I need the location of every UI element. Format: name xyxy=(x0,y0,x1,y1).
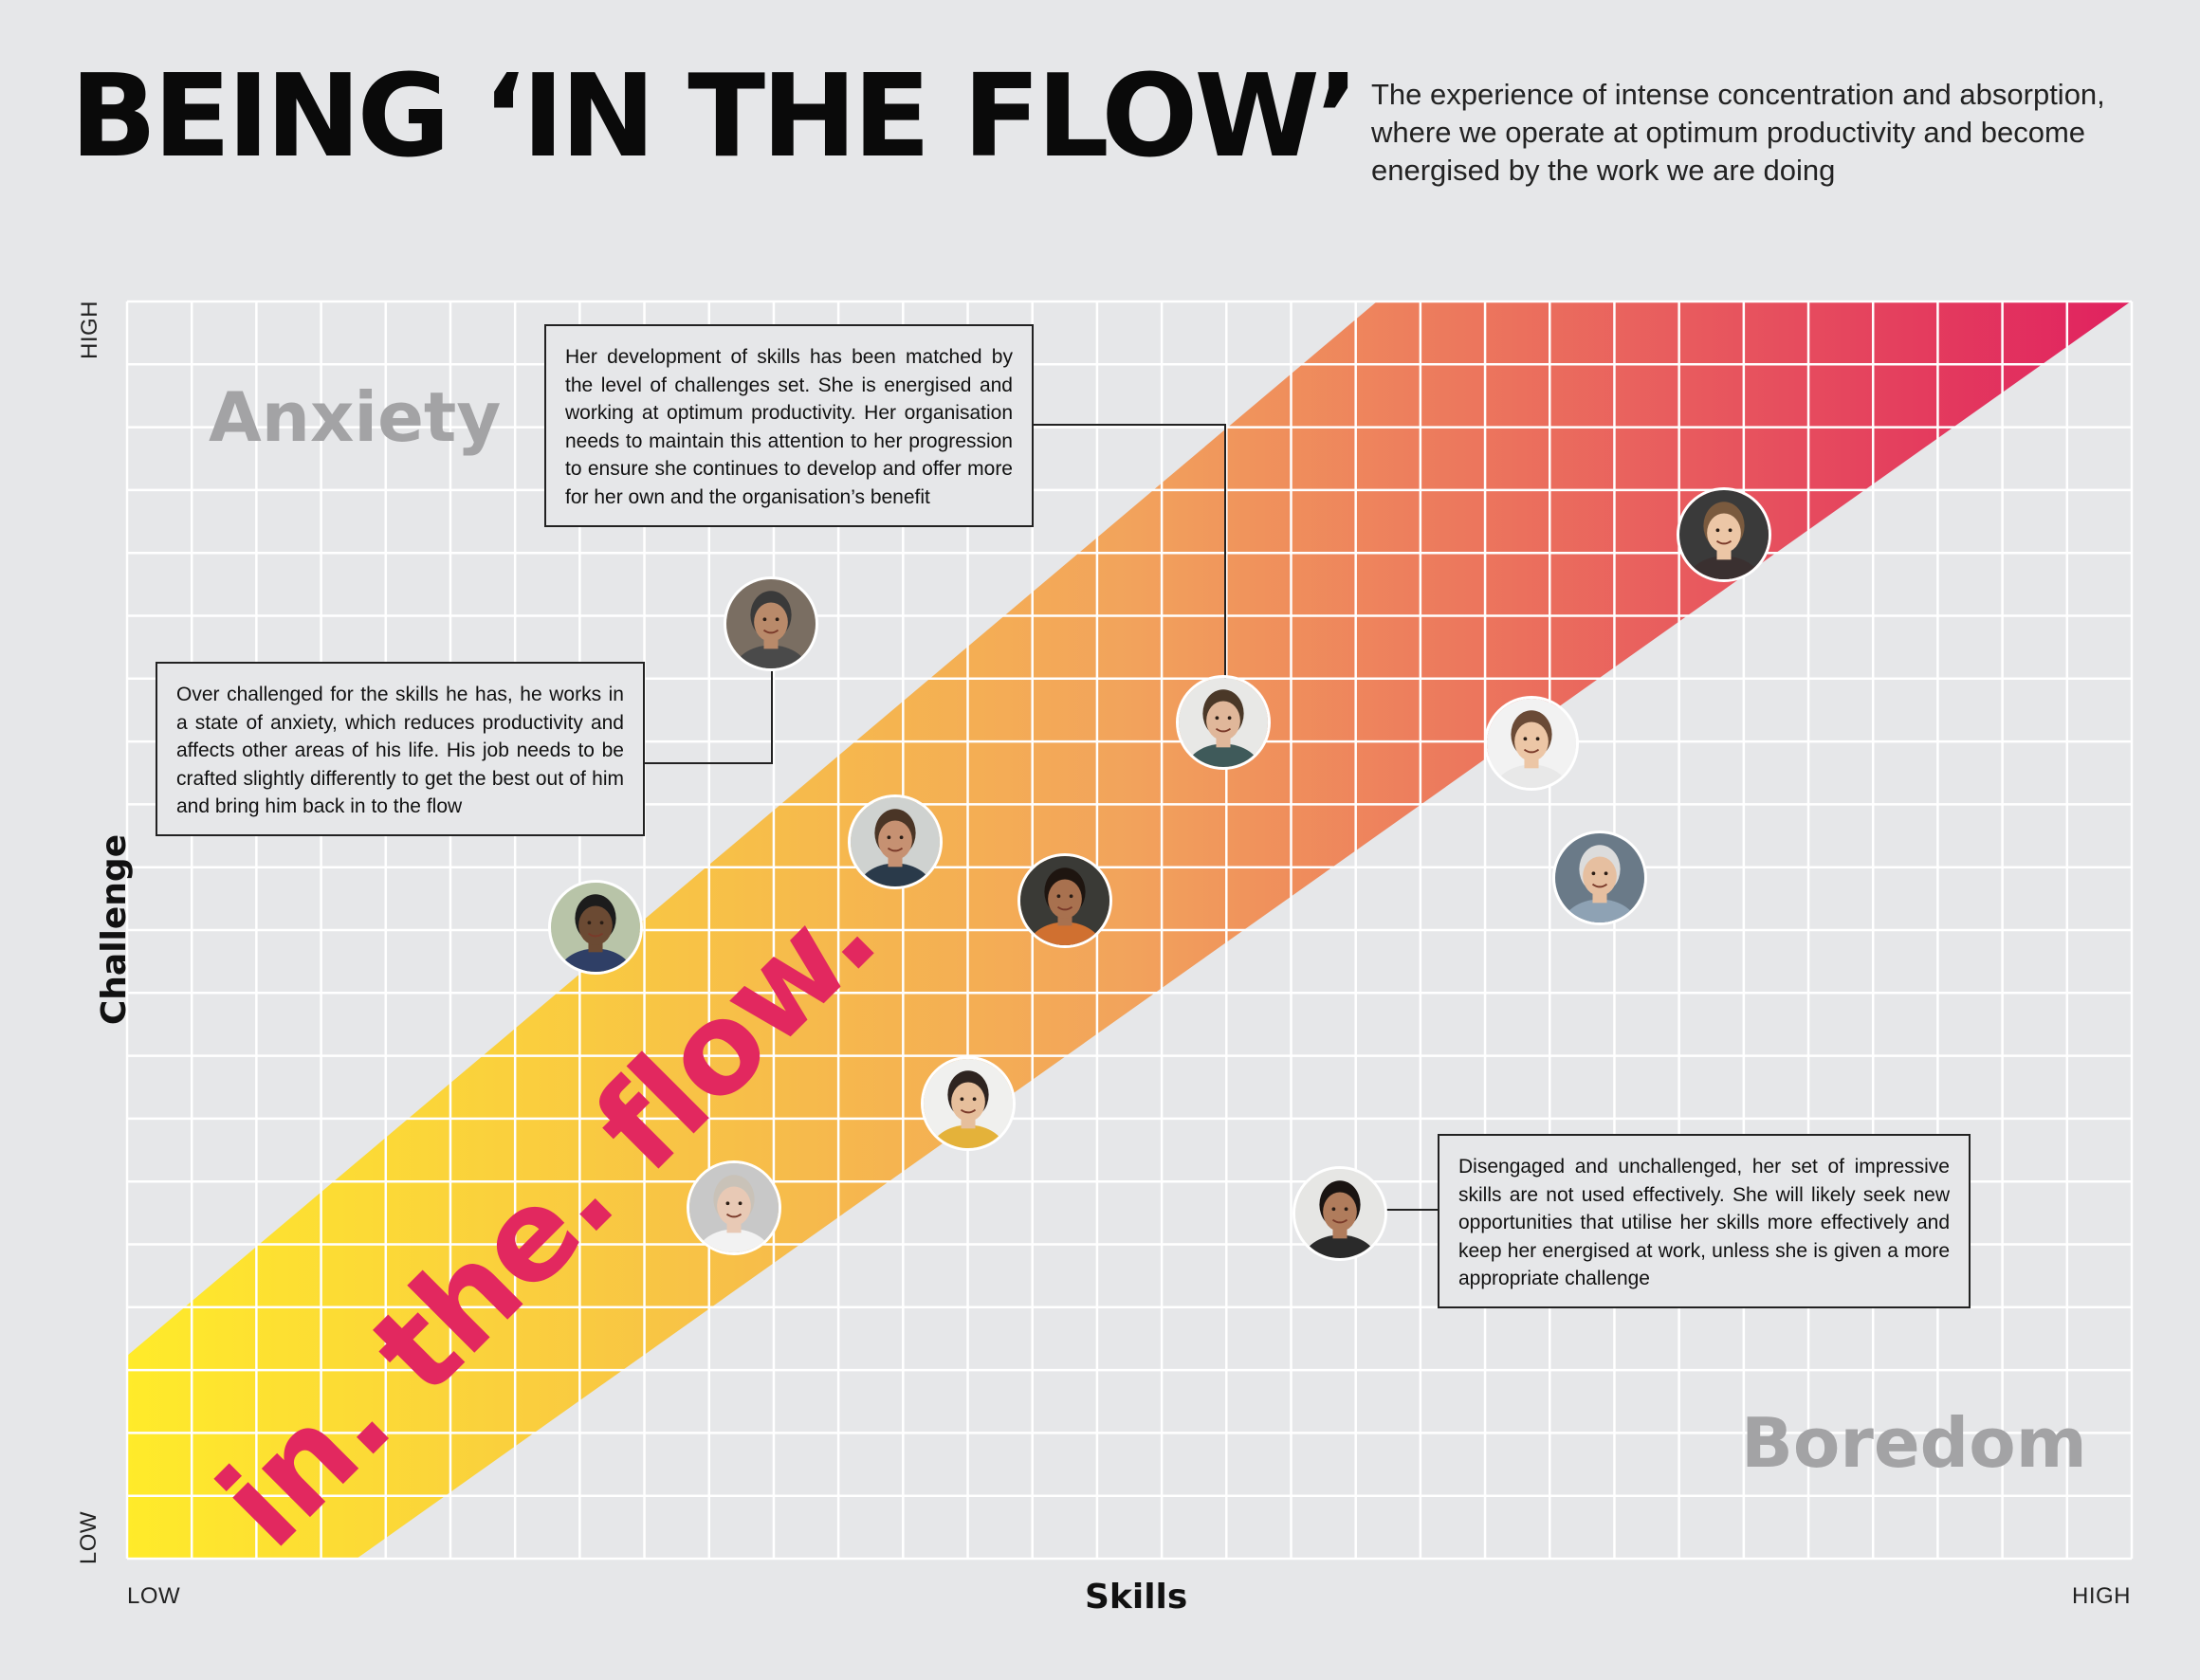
callout-connectors xyxy=(645,424,1439,1211)
x-axis-high-label: HIGH xyxy=(2072,1583,2131,1609)
zone-anxiety-label: Anxiety xyxy=(209,377,502,457)
x-axis-low-label: LOW xyxy=(127,1583,181,1609)
avatar-woman-blonde-laughing xyxy=(921,1056,1016,1151)
avatar-woman-dark-hair xyxy=(1292,1166,1387,1261)
page-subtitle: The experience of intense concentration … xyxy=(1371,78,2105,187)
avatar-man-beard-orange xyxy=(1018,853,1112,948)
avatar-woman-phone xyxy=(1484,696,1579,791)
callout-flow-person: Her development of skills has been match… xyxy=(544,324,1034,527)
avatar-woman-top-right xyxy=(1677,487,1771,582)
avatar-older-man xyxy=(1552,831,1647,925)
avatar-man-glasses-smiling xyxy=(848,794,943,889)
y-axis-title: Challenge xyxy=(95,833,135,1026)
zone-boredom-label: Boredom xyxy=(1741,1403,2087,1483)
avatar-man-glasses-grey-beard xyxy=(724,576,818,671)
grid xyxy=(125,300,2134,1561)
x-axis-title: Skills xyxy=(1085,1578,1188,1616)
avatar-woman-short-hair xyxy=(1176,675,1271,770)
callout-bored-person: Disengaged and unchallenged, her set of … xyxy=(1438,1134,1971,1308)
avatar-man-phone-suit xyxy=(548,880,643,975)
avatar-older-woman-glasses xyxy=(687,1160,781,1255)
page-title: BEING ‘IN THE FLOW’ xyxy=(70,51,1359,183)
y-axis-low-label: LOW xyxy=(76,1510,102,1565)
callout-anxious-person: Over challenged for the skills he has, h… xyxy=(156,662,645,836)
y-axis-high-label: HIGH xyxy=(77,301,102,359)
connector-anxious-person xyxy=(645,671,773,764)
connector-flow-person xyxy=(1032,424,1226,679)
